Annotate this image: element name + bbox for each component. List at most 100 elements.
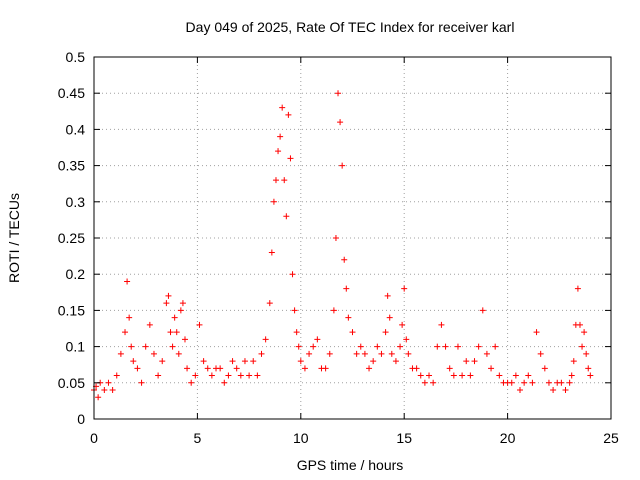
data-point: [138, 379, 145, 386]
y-tick-label: 0.3: [66, 194, 86, 210]
data-point: [446, 365, 453, 372]
data-point: [287, 155, 294, 162]
data-point: [293, 329, 300, 336]
data-point: [310, 343, 317, 350]
data-point: [576, 321, 583, 328]
data-point: [533, 329, 540, 336]
data-point: [314, 336, 321, 343]
data-point: [558, 379, 565, 386]
y-tick-label: 0.05: [58, 375, 85, 391]
data-point: [159, 358, 166, 365]
data-point: [483, 350, 490, 357]
data-point: [262, 336, 269, 343]
data-point: [581, 329, 588, 336]
data-point: [171, 314, 178, 321]
data-point: [562, 387, 569, 394]
data-point: [130, 358, 137, 365]
data-point: [275, 148, 282, 155]
data-point: [401, 285, 408, 292]
x-tick-label: 0: [90, 430, 98, 446]
y-tick-label: 0.4: [66, 121, 86, 137]
data-point: [163, 300, 170, 307]
data-point: [101, 387, 108, 394]
data-point: [550, 387, 557, 394]
data-point: [471, 358, 478, 365]
y-tick-label: 0.1: [66, 339, 86, 355]
data-point: [109, 387, 116, 394]
data-point: [570, 358, 577, 365]
data-point: [150, 350, 157, 357]
data-point: [361, 350, 368, 357]
data-point: [345, 314, 352, 321]
plot-frame: [93, 56, 612, 420]
data-point: [200, 358, 207, 365]
data-point: [442, 343, 449, 350]
data-point: [279, 104, 286, 111]
y-tick-label: 0.25: [58, 230, 85, 246]
data-point: [165, 292, 172, 299]
data-point: [587, 372, 594, 379]
data-point: [204, 365, 211, 372]
data-point: [175, 350, 182, 357]
data-point: [295, 343, 302, 350]
data-point: [339, 162, 346, 169]
data-point: [529, 379, 536, 386]
data-point: [128, 343, 135, 350]
data-point: [134, 365, 141, 372]
data-point: [541, 365, 548, 372]
y-axis-label: ROTI / TECUs: [6, 193, 22, 283]
data-point: [488, 365, 495, 372]
data-point: [181, 336, 188, 343]
data-point: [142, 343, 149, 350]
data-point: [146, 321, 153, 328]
data-point: [258, 350, 265, 357]
x-tick-labels: 0 5 10 15 20 25: [90, 430, 619, 446]
data-point: [450, 372, 457, 379]
data-point: [413, 365, 420, 372]
data-point: [254, 372, 261, 379]
data-point: [384, 292, 391, 299]
data-point: [233, 365, 240, 372]
y-tick-label: 0.35: [58, 158, 85, 174]
data-point: [349, 329, 356, 336]
data-point: [341, 256, 348, 263]
grid: [94, 57, 611, 419]
data-point: [335, 90, 342, 97]
data-point: [196, 321, 203, 328]
data-point: [322, 365, 329, 372]
data-point: [246, 372, 253, 379]
data-point: [122, 329, 129, 336]
data-point: [378, 350, 385, 357]
data-point: [268, 249, 275, 256]
x-tick-label: 25: [603, 430, 619, 446]
data-point: [266, 300, 273, 307]
data-point: [399, 321, 406, 328]
data-point: [426, 372, 433, 379]
data-point: [417, 372, 424, 379]
data-point: [167, 329, 174, 336]
data-point: [169, 343, 176, 350]
data-point: [467, 372, 474, 379]
data-point: [475, 343, 482, 350]
data-point: [332, 235, 339, 241]
data-point: [512, 372, 519, 379]
data-point: [343, 285, 350, 292]
x-tick-label: 5: [194, 430, 202, 446]
data-point: [579, 343, 586, 350]
chart-title: Day 049 of 2025, Rate Of TEC Index for r…: [186, 19, 515, 35]
data-point: [179, 300, 186, 307]
data-point: [330, 307, 337, 314]
data-point: [124, 278, 131, 285]
data-point: [237, 372, 244, 379]
data-point: [545, 379, 552, 386]
data-point: [353, 350, 360, 357]
data-point: [525, 372, 532, 379]
data-point: [386, 314, 393, 321]
data-point: [366, 365, 373, 372]
data-point: [521, 379, 528, 386]
data-point: [459, 372, 466, 379]
data-point: [568, 372, 575, 379]
data-point: [421, 379, 428, 386]
data-point: [155, 372, 162, 379]
